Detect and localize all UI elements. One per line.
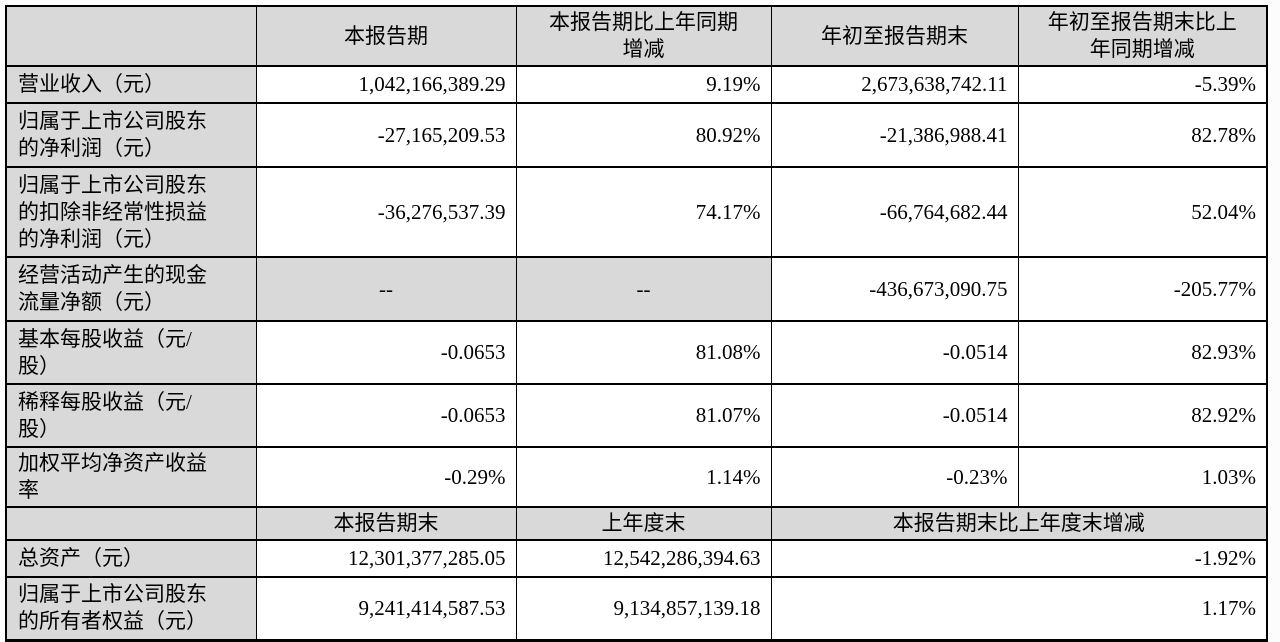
table-row: 归属于上市公司股东的净利润（元） -27,165,209.53 80.92% -… xyxy=(5,102,1268,168)
row-label-cell: 归属于上市公司股东的所有者权益（元） xyxy=(5,576,257,641)
value-cell: -205.77% xyxy=(1017,256,1268,322)
value-cell: -27,165,209.53 xyxy=(255,102,517,168)
table-row: 总资产（元） 12,301,377,285.05 12,542,286,394.… xyxy=(5,539,1268,578)
value-cell: -- xyxy=(255,256,517,322)
row-label-cell: 营业收入（元） xyxy=(5,65,257,104)
table-row: 稀释每股收益（元/股） -0.0653 81.07% -0.0514 82.92… xyxy=(5,383,1268,448)
table-row: 经营活动产生的现金流量净额（元） -- -- -436,673,090.75 -… xyxy=(5,256,1268,322)
column-header-year-to-date: 年初至报告期末 xyxy=(770,5,1019,67)
value-cell: -1.92% xyxy=(770,539,1268,578)
row-label-cell: 经营活动产生的现金流量净额（元） xyxy=(5,256,257,322)
value-cell: 1.03% xyxy=(1017,446,1268,508)
row-label-cell: 归属于上市公司股东的扣除非经常性损益的净利润（元） xyxy=(5,166,257,258)
row-label-cell: 稀释每股收益（元/股） xyxy=(5,383,257,448)
value-cell: -21,386,988.41 xyxy=(770,102,1019,168)
value-cell: -0.23% xyxy=(770,446,1019,508)
table-row: 加权平均净资产收益率 -0.29% 1.14% -0.23% 1.03% xyxy=(5,446,1268,508)
table-row: 归属于上市公司股东的扣除非经常性损益的净利润（元） -36,276,537.39… xyxy=(5,166,1268,258)
value-cell: 1.17% xyxy=(770,576,1268,641)
value-cell: -- xyxy=(515,256,772,322)
table-row: 归属于上市公司股东的所有者权益（元） 9,241,414,587.53 9,13… xyxy=(5,576,1268,641)
table-row: 营业收入（元） 1,042,166,389.29 9.19% 2,673,638… xyxy=(5,65,1268,104)
value-cell: -0.0514 xyxy=(770,383,1019,448)
column-header-current-period: 本报告期 xyxy=(255,5,517,67)
table-row: 基本每股收益（元/股） -0.0653 81.08% -0.0514 82.93… xyxy=(5,320,1268,385)
value-cell: 1.14% xyxy=(515,446,772,508)
value-cell: 82.92% xyxy=(1017,383,1268,448)
value-cell: 9,241,414,587.53 xyxy=(255,576,517,641)
column-header-prior-year-end: 上年度末 xyxy=(515,506,772,541)
corner-cell xyxy=(5,506,257,541)
value-cell: 1,042,166,389.29 xyxy=(255,65,517,104)
value-cell: 52.04% xyxy=(1017,166,1268,258)
row-label-cell: 归属于上市公司股东的净利润（元） xyxy=(5,102,257,168)
value-cell: -0.0653 xyxy=(255,383,517,448)
value-cell: 9,134,857,139.18 xyxy=(515,576,772,641)
value-cell: -0.29% xyxy=(255,446,517,508)
value-cell: 82.93% xyxy=(1017,320,1268,385)
value-cell: -436,673,090.75 xyxy=(770,256,1019,322)
financial-summary-table: 本报告期 本报告期比上年同期增减 年初至报告期末 年初至报告期末比上年同期增减 … xyxy=(5,5,1268,642)
value-cell: 74.17% xyxy=(515,166,772,258)
value-cell: 82.78% xyxy=(1017,102,1268,168)
value-cell: 2,673,638,742.11 xyxy=(770,65,1019,104)
value-cell: 12,301,377,285.05 xyxy=(255,539,517,578)
column-header-yoy-change: 本报告期比上年同期增减 xyxy=(515,5,772,67)
value-cell: -0.0653 xyxy=(255,320,517,385)
header-row-period: 本报告期 本报告期比上年同期增减 年初至报告期末 年初至报告期末比上年同期增减 xyxy=(5,5,1268,67)
value-cell: -66,764,682.44 xyxy=(770,166,1019,258)
value-cell: -0.0514 xyxy=(770,320,1019,385)
value-cell: 12,542,286,394.63 xyxy=(515,539,772,578)
row-label-cell: 加权平均净资产收益率 xyxy=(5,446,257,508)
value-cell: 81.07% xyxy=(515,383,772,448)
column-header-change-vs-prior-year-end: 本报告期末比上年度末增减 xyxy=(770,506,1268,541)
value-cell: -5.39% xyxy=(1017,65,1268,104)
value-cell: -36,276,537.39 xyxy=(255,166,517,258)
value-cell: 80.92% xyxy=(515,102,772,168)
value-cell: 9.19% xyxy=(515,65,772,104)
column-header-ytd-yoy-change: 年初至报告期末比上年同期增减 xyxy=(1017,5,1268,67)
header-row-period-end: 本报告期末 上年度末 本报告期末比上年度末增减 xyxy=(5,506,1268,541)
row-label-cell: 总资产（元） xyxy=(5,539,257,578)
corner-cell xyxy=(5,5,257,67)
row-label-cell: 基本每股收益（元/股） xyxy=(5,320,257,385)
column-header-period-end: 本报告期末 xyxy=(255,506,517,541)
value-cell: 81.08% xyxy=(515,320,772,385)
